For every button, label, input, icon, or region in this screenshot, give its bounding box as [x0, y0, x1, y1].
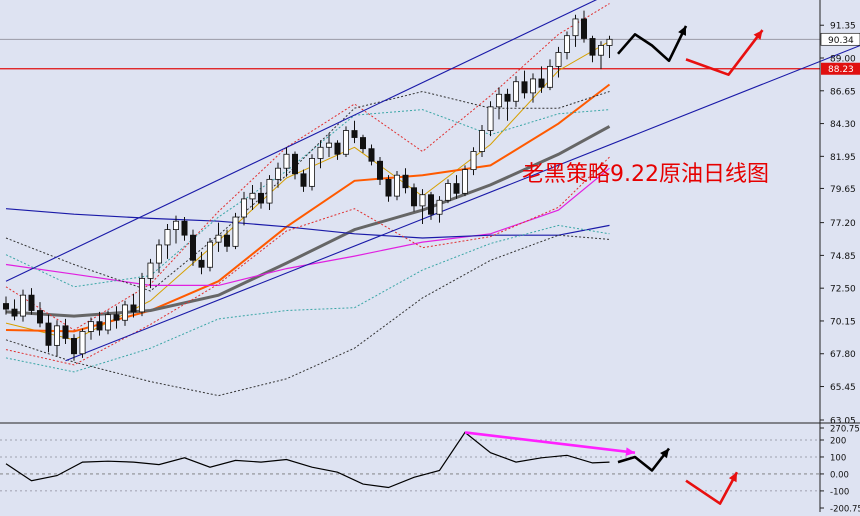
candle-body [411, 188, 416, 206]
candle-body [207, 242, 212, 267]
price-tick-label: 70.15 [830, 317, 856, 327]
candle-body [530, 79, 535, 93]
candle-body [590, 38, 595, 55]
price-tick-label: 67.80 [830, 350, 856, 360]
candle-body [258, 193, 263, 203]
candle-body [105, 315, 110, 330]
candle-body [454, 184, 459, 194]
candle-body [564, 36, 569, 53]
price-tick-label: 79.65 [830, 185, 856, 195]
candle-body [241, 199, 246, 217]
candle-body [71, 338, 76, 353]
candle-body [360, 138, 365, 149]
candle-body [428, 195, 433, 215]
candle-body [182, 221, 187, 235]
candle-body [139, 278, 144, 311]
candle-body [173, 221, 178, 229]
candle-body [556, 52, 561, 66]
candle-body [369, 149, 374, 162]
candle-body [437, 200, 442, 214]
candle-body [216, 235, 221, 242]
price-tick-label: 81.95 [830, 153, 856, 163]
osc-tick-label: 100 [830, 453, 846, 463]
candle-body [54, 326, 59, 346]
candle-body [131, 305, 136, 312]
candle-body [445, 184, 450, 201]
candle-body [479, 131, 484, 152]
osc-tick-label: -200.755 [830, 505, 860, 513]
osc-tick-label: 200 [830, 437, 846, 447]
chart-title: 老黑策略9.22原油日线图 [522, 162, 769, 187]
candle-body [29, 295, 34, 310]
candle-body [292, 154, 297, 174]
candle-body [165, 230, 170, 245]
price-tick-label: 72.50 [830, 285, 856, 295]
candle-body [547, 66, 552, 87]
candle-body [301, 174, 306, 187]
candle-body [496, 94, 501, 107]
candle-body [352, 131, 357, 138]
candle-body [343, 131, 348, 155]
price-tick-label: 84.30 [830, 120, 856, 130]
candle-body [12, 309, 17, 316]
candle-body [20, 295, 25, 316]
candle-body [386, 179, 391, 196]
candle-body [37, 310, 42, 323]
osc-tick-label: 0.00 [830, 470, 849, 480]
candle-body [420, 195, 425, 206]
candle-body [471, 151, 476, 169]
candle-body [46, 323, 51, 345]
candle-body [267, 179, 272, 203]
price-tick-label: 65.45 [830, 383, 856, 393]
osc-tick-label: -100 [830, 487, 849, 497]
price-tick-label: 77.20 [830, 219, 856, 229]
candle-body [522, 82, 527, 93]
candle-body [403, 175, 408, 188]
candle-body [284, 154, 289, 168]
candle-body [63, 326, 68, 339]
osc-tick-label: 270.755 [830, 425, 860, 435]
current-price-label: 90.34 [828, 36, 854, 46]
candle-body [513, 82, 518, 102]
candle-body [148, 263, 153, 278]
candle-body [80, 331, 85, 353]
candle-body [607, 39, 612, 45]
candle-body [275, 168, 280, 179]
candle-body [377, 161, 382, 179]
candle-body [190, 235, 195, 260]
price-tick-label: 91.35 [830, 22, 856, 32]
price-tick-label: 74.85 [830, 252, 856, 262]
candle-body [488, 107, 493, 131]
candle-body [122, 305, 127, 320]
price-tick-label: 86.65 [830, 87, 856, 97]
candle-body [326, 143, 331, 147]
candle-body [539, 79, 544, 87]
candle-body [199, 260, 204, 267]
candle-body [394, 175, 399, 196]
level-price-label: 88.23 [828, 65, 854, 75]
candle-body [581, 19, 586, 39]
candle-body [598, 45, 603, 55]
candle-body [233, 217, 238, 246]
candle-body [156, 245, 161, 263]
candle-body [318, 147, 323, 158]
candle-body [88, 322, 93, 332]
candle-body [224, 235, 229, 246]
candle-body [250, 193, 255, 199]
candle-body [505, 94, 510, 101]
candle-body [462, 170, 467, 194]
candle-body [97, 322, 102, 330]
candle-body [309, 158, 314, 186]
candle-body [573, 19, 578, 36]
candle-body [114, 315, 119, 321]
candle-body [3, 304, 8, 310]
candle-body [335, 143, 340, 154]
